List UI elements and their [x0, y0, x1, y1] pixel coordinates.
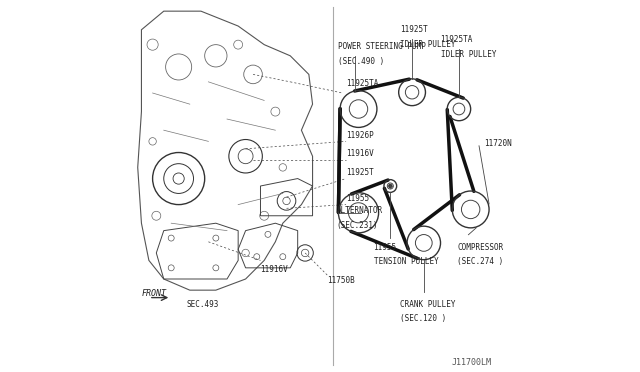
Text: (SEC.490 ): (SEC.490 )	[339, 57, 385, 65]
Text: POWER STEERING PUMP: POWER STEERING PUMP	[339, 42, 426, 51]
Text: J11700LM: J11700LM	[451, 357, 491, 366]
Text: CRANK PULLEY: CRANK PULLEY	[401, 299, 456, 308]
Text: IDLER PULLEY: IDLER PULLEY	[401, 40, 456, 49]
Text: (SEC.231): (SEC.231)	[337, 221, 378, 230]
Text: 11926P: 11926P	[346, 131, 374, 140]
Text: 11916V: 11916V	[346, 149, 374, 158]
Text: ALTERNATOR: ALTERNATOR	[337, 206, 383, 215]
Text: 11955: 11955	[346, 194, 369, 203]
Text: COMPRESSOR: COMPRESSOR	[457, 243, 504, 251]
Text: (SEC.274 ): (SEC.274 )	[457, 257, 504, 266]
Text: 11955: 11955	[374, 243, 397, 251]
Text: 11925T: 11925T	[401, 25, 428, 34]
Text: 11925T: 11925T	[346, 168, 374, 177]
Text: IDLER PULLEY: IDLER PULLEY	[440, 50, 496, 59]
Text: 11916V: 11916V	[260, 264, 288, 273]
Text: 11720N: 11720N	[484, 139, 512, 148]
Text: 11925TA: 11925TA	[440, 35, 473, 44]
Text: (SEC.120 ): (SEC.120 )	[401, 314, 447, 323]
Text: 11750B: 11750B	[328, 276, 355, 285]
Text: 11925TA: 11925TA	[346, 78, 378, 87]
Text: TENSION PULLEY: TENSION PULLEY	[374, 257, 438, 266]
Circle shape	[389, 185, 392, 187]
Text: SEC.493: SEC.493	[186, 300, 218, 309]
Text: FRONT: FRONT	[141, 289, 166, 298]
